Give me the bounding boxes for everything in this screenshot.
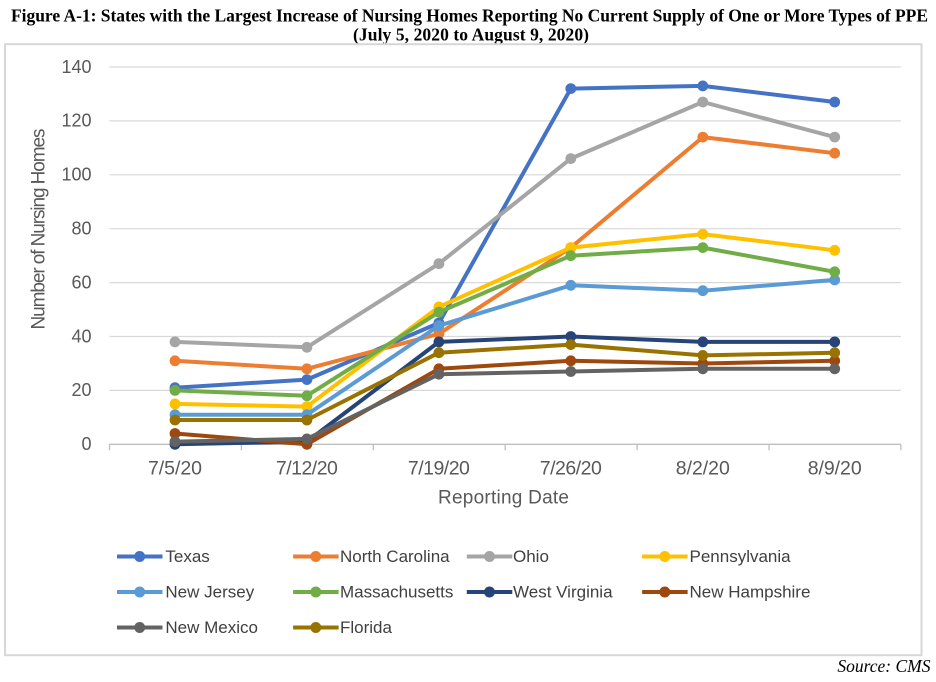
svg-text:Source: CMS: Source: CMS — [837, 656, 930, 676]
svg-text:40: 40 — [71, 326, 91, 346]
svg-text:Texas: Texas — [165, 547, 209, 566]
svg-text:8/2/20: 8/2/20 — [676, 458, 730, 480]
svg-text:Florida: Florida — [340, 618, 393, 637]
svg-text:(July 5, 2020 to August 9, 202: (July 5, 2020 to August 9, 2020) — [353, 25, 589, 45]
svg-text:8/9/20: 8/9/20 — [808, 458, 862, 480]
svg-text:7/5/20: 7/5/20 — [148, 458, 202, 480]
svg-text:60: 60 — [71, 272, 91, 292]
svg-text:Reporting Date: Reporting Date — [438, 488, 569, 509]
svg-text:New Mexico: New Mexico — [165, 618, 258, 637]
svg-text:Pennsylvania: Pennsylvania — [690, 547, 792, 566]
svg-text:West Virginia: West Virginia — [513, 583, 613, 602]
svg-text:North Carolina: North Carolina — [340, 547, 450, 566]
svg-text:New Hampshire: New Hampshire — [690, 583, 811, 602]
svg-text:Figure A-1: States with the La: Figure A-1: States with the Largest Incr… — [11, 6, 928, 26]
svg-text:7/19/20: 7/19/20 — [408, 458, 470, 480]
svg-text:20: 20 — [71, 380, 91, 400]
svg-text:Ohio: Ohio — [513, 547, 549, 566]
svg-text:7/12/20: 7/12/20 — [276, 458, 338, 480]
svg-text:80: 80 — [71, 219, 91, 239]
svg-text:Massachusetts: Massachusetts — [340, 583, 453, 602]
svg-text:Number of Nursing Homes: Number of Nursing Homes — [29, 129, 50, 330]
svg-text:140: 140 — [61, 57, 91, 77]
svg-text:100: 100 — [61, 165, 91, 185]
svg-text:7/26/20: 7/26/20 — [540, 458, 602, 480]
svg-text:New Jersey: New Jersey — [165, 583, 254, 602]
svg-text:120: 120 — [61, 111, 91, 131]
svg-text:0: 0 — [81, 434, 91, 454]
